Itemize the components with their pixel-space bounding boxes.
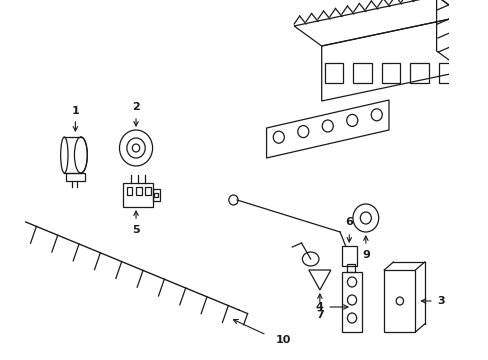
Text: 8: 8 — [487, 68, 488, 78]
Bar — [154, 193, 158, 197]
Text: 6: 6 — [345, 217, 352, 227]
Text: 3: 3 — [436, 296, 444, 306]
Text: 9: 9 — [361, 250, 369, 260]
Bar — [347, 264, 354, 272]
Bar — [145, 187, 150, 195]
Bar — [136, 187, 141, 195]
Bar — [66, 173, 84, 181]
Text: 1: 1 — [71, 106, 79, 116]
Text: 2: 2 — [132, 102, 140, 112]
Bar — [123, 183, 152, 207]
Bar — [152, 189, 160, 201]
Ellipse shape — [61, 137, 68, 173]
Text: 10: 10 — [275, 335, 290, 345]
Bar — [341, 246, 356, 266]
Bar — [384, 270, 415, 332]
Bar — [341, 272, 362, 332]
Text: 7: 7 — [315, 310, 323, 320]
Text: 5: 5 — [132, 225, 140, 235]
Text: 4: 4 — [315, 302, 323, 312]
Bar — [126, 187, 132, 195]
